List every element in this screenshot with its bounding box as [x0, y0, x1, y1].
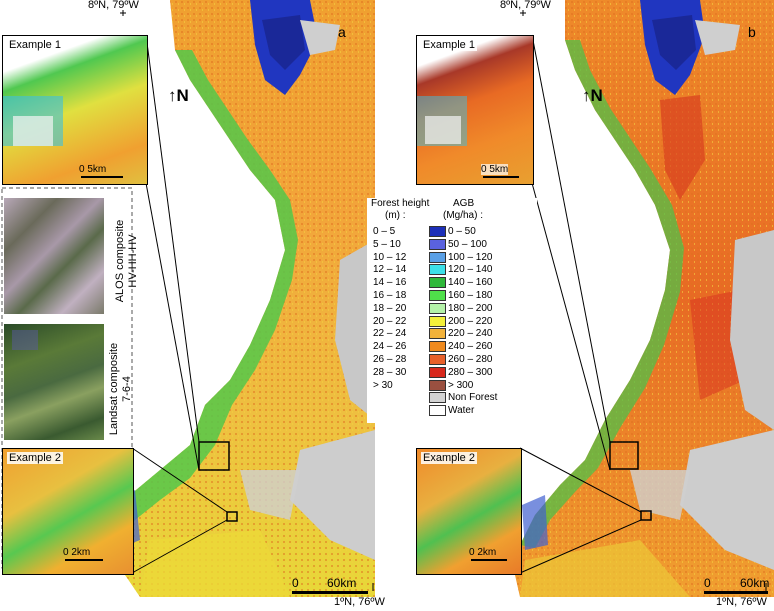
- legend-height-range: 14 – 16: [373, 277, 407, 289]
- legend-agb-range: 260 – 280: [448, 354, 493, 365]
- coord-top-b: 8ºN, 79ºW: [500, 0, 551, 11]
- north-arrow-b: ↑N: [582, 86, 603, 105]
- legend-height-range: > 30: [373, 379, 393, 391]
- legend-agb-range: Water: [448, 405, 475, 417]
- example1-scale-a: 0 5km: [79, 164, 107, 175]
- legend-swatch: [429, 226, 446, 237]
- legend-row: 10 – 12 100 – 120: [367, 251, 537, 265]
- legend-row: Water: [367, 405, 537, 418]
- coord-bottom-b: 1ºN, 76ºW: [716, 596, 767, 608]
- legend-height-header-2: (m) :: [385, 210, 406, 221]
- legend-swatch: [429, 251, 446, 263]
- scale-zero-b: 0: [704, 576, 711, 590]
- example2-inset-a: Example 2 0 2km: [2, 448, 134, 575]
- legend-swatch: [429, 315, 446, 327]
- example1-scale-b: 0 5km: [481, 164, 509, 175]
- legend-agb-range: 50 – 100: [448, 238, 487, 250]
- legend-swatch: [429, 354, 446, 365]
- scalebar-b: [704, 591, 768, 594]
- legend-rows: 0 – 5 0 – 50 5 – 10 50 – 100 10 – 12 100 – 12…: [367, 226, 537, 426]
- legend-height-range: 20 – 22: [373, 315, 407, 327]
- panel-letter-b: b: [748, 24, 756, 40]
- example2-scalebar-b: [471, 559, 507, 561]
- example2-label-b: Example 2: [421, 452, 477, 464]
- legend-agb-range: 240 – 260: [448, 341, 493, 353]
- legend-row: 16 – 18 160 – 180: [367, 290, 537, 303]
- legend-row: 5 – 10 50 – 100: [367, 238, 537, 252]
- legend-swatch: [429, 238, 446, 250]
- legend-swatch: [429, 290, 446, 301]
- legend-height-range: 10 – 12: [373, 251, 407, 263]
- legend-agb-range: 140 – 160: [448, 277, 493, 289]
- legend-swatch: [429, 366, 446, 378]
- legend-height-range: 0 – 5: [373, 226, 396, 237]
- legend-height-range: 24 – 26: [373, 341, 407, 353]
- example2-label-a: Example 2: [7, 452, 63, 464]
- legend-height-range: 22 – 24: [373, 328, 407, 340]
- legend-swatch: [429, 405, 446, 417]
- legend-row: 28 – 30 280 – 300: [367, 366, 537, 380]
- legend-swatch: [429, 392, 446, 404]
- alos-composite-image: [4, 198, 104, 314]
- legend-row: Non Forest: [367, 392, 537, 405]
- legend-row: 20 – 22 200 – 220: [367, 315, 537, 329]
- legend-agb-range: 100 – 120: [448, 251, 493, 263]
- legend-row: 12 – 14 120 – 140: [367, 264, 537, 277]
- legend-height-range: 12 – 14: [373, 264, 407, 276]
- coord-bottom-a: 1ºN, 76ºW: [334, 596, 385, 608]
- legend-agb-range: > 300: [448, 379, 474, 391]
- example1-label-b: Example 1: [421, 39, 477, 51]
- legend-row: 22 – 24 220 – 240: [367, 328, 537, 341]
- legend-agb-range: 180 – 200: [448, 302, 493, 314]
- legend-row: 18 – 20 180 – 200: [367, 302, 537, 316]
- example1-inset-a: Example 1 0 5km: [2, 35, 148, 185]
- legend-row: 24 – 26 240 – 260: [367, 341, 537, 354]
- legend-agb-range: 120 – 140: [448, 264, 493, 276]
- legend-swatch: [429, 264, 446, 276]
- scale-km-a: 60km: [327, 576, 357, 590]
- legend-row: 0 – 5 0 – 50: [367, 226, 537, 239]
- legend-agb-range: 280 – 300: [448, 366, 493, 378]
- example1-inset-b: Example 1 0 5km: [416, 35, 534, 185]
- example2-scale-b: 0 2km: [469, 547, 497, 558]
- example1-label-a: Example 1: [7, 39, 63, 51]
- legend-height-range: 18 – 20: [373, 302, 407, 314]
- example2-inset-b: Example 2 0 2km: [416, 448, 522, 575]
- scale-km-b: 60km: [740, 576, 770, 590]
- legend-row: 26 – 28 260 – 280: [367, 354, 537, 367]
- legend-swatch: [429, 379, 446, 391]
- legend-agb-range: 220 – 240: [448, 328, 493, 340]
- legend-height-range: 28 – 30: [373, 366, 407, 378]
- legend-agb-range: Non Forest: [448, 392, 498, 404]
- scale-zero-a: 0: [292, 576, 299, 590]
- legend-swatch: [429, 341, 446, 353]
- legend-swatch: [429, 277, 446, 289]
- legend-agb-range: 160 – 180: [448, 290, 493, 301]
- legend-agb-range: 0 – 50: [448, 226, 476, 237]
- legend-height-range: 26 – 28: [373, 354, 407, 365]
- legend-height-range: 5 – 10: [373, 238, 401, 250]
- panel-letter-a: a: [338, 24, 346, 40]
- legend-height-range: 16 – 18: [373, 290, 407, 301]
- example1-scalebar-a: [81, 176, 123, 178]
- legend-swatch: [429, 302, 446, 314]
- scalebar-a: [292, 591, 368, 594]
- legend-agb-range: 200 – 220: [448, 315, 493, 327]
- coord-top-a: 8ºN, 79ºW: [88, 0, 139, 11]
- north-arrow-a: ↑N: [168, 86, 189, 105]
- legend-swatch: [429, 328, 446, 340]
- legend-agb-header-2: (Mg/ha) :: [443, 210, 484, 221]
- example2-scalebar-a: [65, 559, 103, 561]
- legend-agb-header-1: AGB: [453, 198, 475, 209]
- legend-height-header-1: Forest height: [371, 198, 430, 209]
- example1-scalebar-b: [483, 176, 519, 178]
- example2-scale-a: 0 2km: [63, 547, 91, 558]
- legend-row: 14 – 16 140 – 160: [367, 277, 537, 290]
- legend-row: > 30 > 300: [367, 379, 537, 393]
